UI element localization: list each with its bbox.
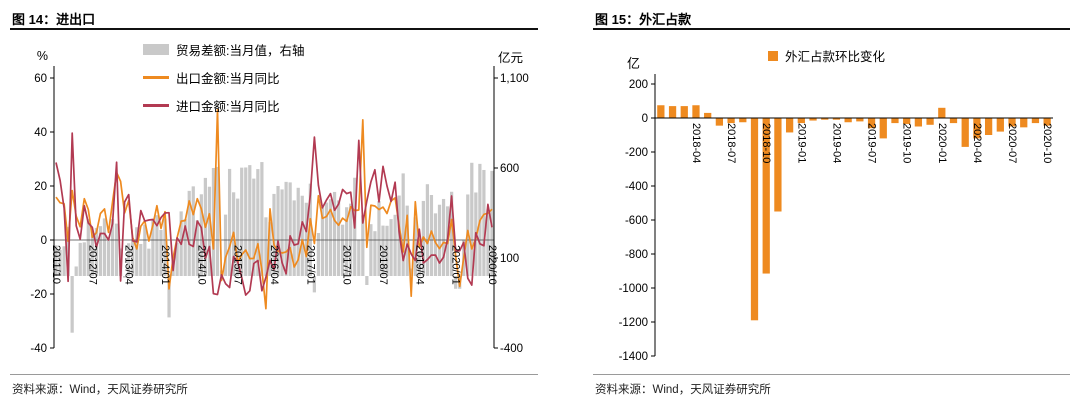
svg-text:2016/04: 2016/04 [268, 245, 280, 285]
svg-text:2020/10: 2020/10 [486, 245, 498, 285]
svg-text:2019/04: 2019/04 [413, 245, 425, 285]
svg-text:-400: -400 [625, 181, 648, 193]
figure-14-source-rule [10, 374, 538, 375]
svg-text:2018-07: 2018-07 [725, 123, 737, 163]
svg-text:-800: -800 [625, 249, 648, 261]
svg-text:亿: 亿 [627, 56, 640, 71]
figure-14-source: 资料来源：Wind，天风证券研究所 [12, 384, 188, 396]
svg-text:-40: -40 [30, 343, 47, 355]
svg-text:2014/01: 2014/01 [159, 245, 171, 285]
svg-text:2019-10: 2019-10 [901, 123, 913, 163]
svg-text:2012/07: 2012/07 [86, 245, 98, 285]
svg-text:40: 40 [34, 127, 47, 139]
svg-text:2015/07: 2015/07 [232, 245, 244, 285]
svg-text:-200: -200 [625, 147, 648, 159]
svg-text:2011/10: 2011/10 [50, 245, 62, 284]
svg-text:2019-01: 2019-01 [795, 123, 807, 163]
figure-14-title: 图 14：进出口 [12, 12, 96, 27]
figure-15-title: 图 15：外汇占款 [595, 12, 692, 27]
svg-text:2018/07: 2018/07 [377, 245, 389, 285]
svg-text:2020-01: 2020-01 [936, 123, 948, 163]
svg-text:-1000: -1000 [619, 283, 648, 295]
svg-text:2017/01: 2017/01 [304, 245, 316, 285]
svg-text:60: 60 [34, 73, 47, 85]
fx-change-label: 外汇占款环比变化 [785, 50, 886, 64]
figure-15-panel: 图 15：外汇占款 200 0 -200 -400 -600 -800 -1000 -1200… [593, 6, 1070, 397]
figure-15-source: 资料来源：Wind，天风证券研究所 [595, 384, 771, 396]
figure-14-chart-area: 60 40 20 0 -20 -40 1,100 600 100 -400% 亿元 2011/10 20… [10, 30, 538, 374]
import-export-chart: 60 40 20 0 -20 -40 1,100 600 100 -400% 亿元 2011/10 20… [30, 49, 529, 355]
svg-text:2017/10: 2017/10 [341, 245, 353, 285]
svg-text:2019-04: 2019-04 [830, 123, 842, 163]
figure-14-title-rule [10, 28, 538, 30]
svg-text:2013/04: 2013/04 [123, 245, 135, 285]
svg-text:20: 20 [34, 181, 47, 193]
export-line-swatch [143, 76, 169, 79]
legend-item-import: 进口金额:当月同比 [143, 96, 304, 115]
svg-text:100: 100 [500, 253, 519, 265]
fx-legend-swatch [768, 50, 778, 61]
figure-14-panel: 图 14：进出口 60 40 20 0 -20 -40 1,100 600 100 -400% 亿元… [10, 6, 538, 397]
figure-14-legend: 贸易差额:当月值，右轴 出口金额:当月同比 进口金额:当月同比 [143, 40, 304, 115]
svg-text:亿元: 亿元 [498, 50, 523, 65]
svg-text:2020/01: 2020/01 [450, 245, 462, 285]
trade-balance-label: 贸易差额:当月值，右轴 [176, 44, 305, 58]
svg-text:0: 0 [41, 235, 47, 247]
trade-balance-swatch [143, 44, 169, 55]
export-label: 出口金额:当月同比 [176, 72, 280, 86]
svg-text:0: 0 [642, 113, 648, 125]
import-line-swatch [143, 104, 169, 107]
svg-text:-400: -400 [500, 343, 523, 355]
svg-text:2018-10: 2018-10 [760, 123, 772, 163]
figure-15-chart-area: 200 0 -200 -400 -600 -800 -1000 -1200 -1400 亿 2018… [593, 30, 1070, 374]
svg-text:1,100: 1,100 [500, 73, 529, 85]
figure-15-title-rule [593, 28, 1070, 30]
legend-item-trade-balance: 贸易差额:当月值，右轴 [143, 40, 304, 59]
svg-text:-1400: -1400 [619, 351, 648, 363]
fx-holdings-chart: 200 0 -200 -400 -600 -800 -1000 -1200 -1400 亿 2018… [619, 56, 1054, 363]
svg-text:-600: -600 [625, 215, 648, 227]
svg-text:2020-04: 2020-04 [971, 123, 983, 163]
svg-text:-1200: -1200 [619, 317, 648, 329]
svg-text:2019-07: 2019-07 [866, 123, 878, 163]
legend-item-export: 出口金额:当月同比 [143, 68, 304, 87]
svg-text:%: % [37, 49, 48, 63]
figure-15-legend: 外汇占款环比变化 [768, 46, 885, 65]
svg-text:2018-04: 2018-04 [690, 123, 702, 163]
svg-text:-20: -20 [30, 289, 47, 301]
legend-item-fx-change: 外汇占款环比变化 [768, 46, 885, 65]
svg-text:2014/10: 2014/10 [195, 245, 207, 285]
svg-text:600: 600 [500, 163, 519, 175]
figure-15-source-rule [593, 374, 1070, 375]
svg-text:200: 200 [629, 79, 648, 91]
svg-text:2020-10: 2020-10 [1041, 123, 1053, 163]
svg-text:2020-07: 2020-07 [1006, 123, 1018, 163]
import-label: 进口金额:当月同比 [176, 100, 280, 114]
